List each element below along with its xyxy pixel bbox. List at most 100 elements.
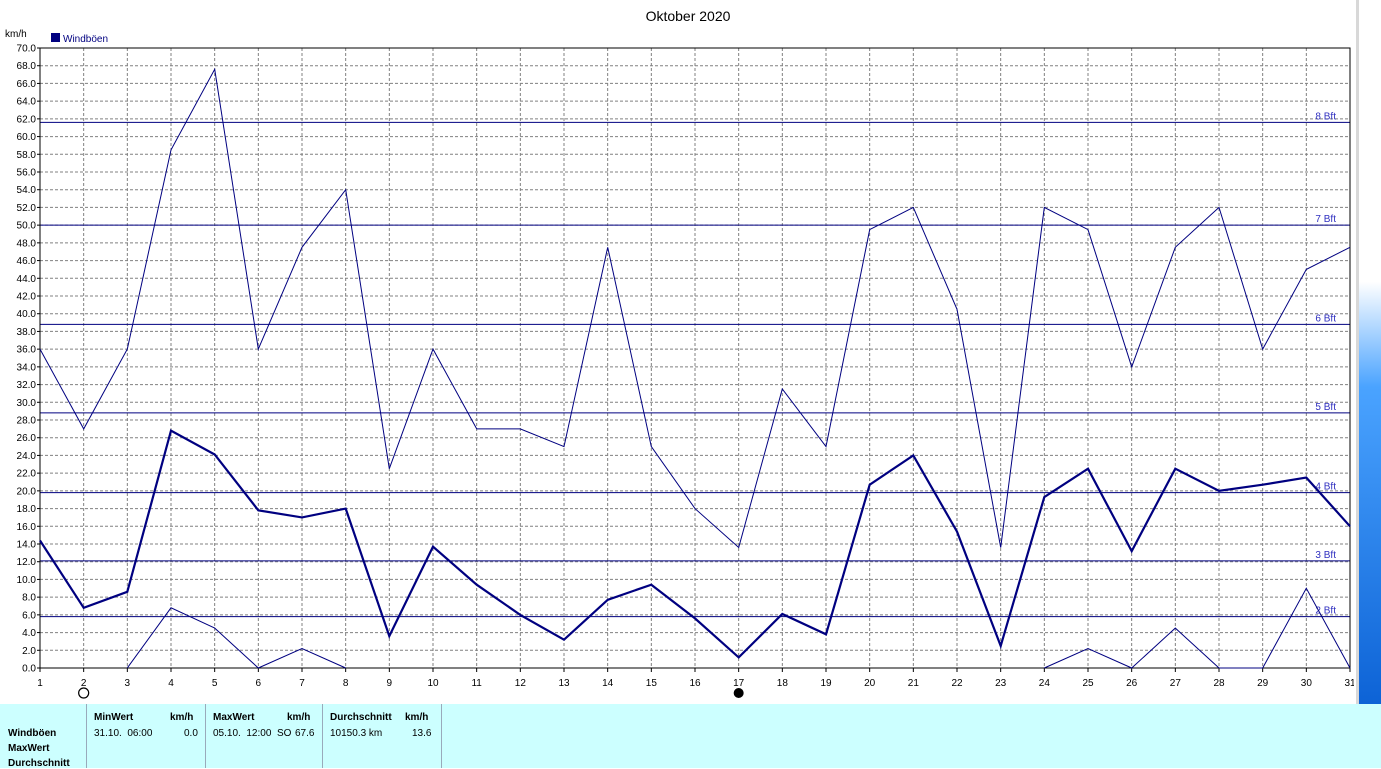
- y-tick-label: 22.0: [17, 469, 37, 480]
- min-when: 31.10. 06:00: [94, 728, 153, 739]
- plot-frame: [39, 47, 1351, 669]
- row-label-windboeen: Windböen: [8, 728, 57, 739]
- x-tick-label: 16: [689, 678, 701, 689]
- series-group: [39, 67, 1351, 669]
- x-tick-label: 30: [1301, 678, 1313, 689]
- legend-swatch: [51, 33, 60, 42]
- x-tick-label: 15: [646, 678, 658, 689]
- avg-header: Durchschnitt: [330, 712, 392, 723]
- x-tick-label: 23: [995, 678, 1007, 689]
- y-tick-label: 26.0: [17, 433, 37, 444]
- max-value: 67.6: [295, 728, 315, 739]
- y-tick-label: 0.0: [22, 664, 36, 675]
- x-tick-label: 22: [951, 678, 963, 689]
- y-tick-label: 10.0: [17, 575, 37, 586]
- x-tick-label: 18: [777, 678, 789, 689]
- y-tick-label: 58.0: [17, 150, 37, 161]
- stats-panel: Windböen MaxWert Durchschnitt MinWert km…: [0, 704, 1381, 769]
- x-tick-label: 31: [1344, 678, 1354, 689]
- series-line-durchschnitt: [39, 428, 1351, 659]
- avg-unit: km/h: [405, 712, 429, 723]
- window-edge: [1356, 0, 1359, 704]
- x-tick-labels: 1 2 3 4 5 6 7 8 9 10 11 12 13 14 15 16 17 18 19 20 21 22 23 24 2…: [37, 678, 1354, 689]
- axes: [37, 47, 1351, 672]
- bft-label: 4 Bft: [1315, 482, 1336, 493]
- beaufort-lines: 2 Bft 3 Bft 4 Bft 5 Bft 6 Bft 7 Bft 8 Bft: [40, 111, 1350, 618]
- y-tick-label: 24.0: [17, 451, 37, 462]
- x-tick-label: 26: [1126, 678, 1138, 689]
- y-tick-label: 42.0: [17, 292, 37, 303]
- y-tick-label: 2.0: [22, 646, 36, 657]
- x-tick-label: 11: [471, 678, 482, 689]
- y-tick-label: 50.0: [17, 221, 37, 232]
- y-tick-label: 56.0: [17, 168, 37, 179]
- avg-distance: 10150.3 km: [330, 728, 383, 739]
- full-moon-icon: [78, 687, 90, 699]
- x-tick-label: 7: [299, 678, 305, 689]
- y-tick-label: 4.0: [22, 628, 36, 639]
- bft-label: 8 Bft: [1315, 111, 1336, 122]
- y-tick-label: 12.0: [17, 557, 37, 568]
- y-tick-label: 60.0: [17, 132, 37, 143]
- row-label-durchschnitt: Durchschnitt: [8, 758, 70, 769]
- y-tick-label: 8.0: [22, 593, 36, 604]
- y-tick-label: 68.0: [17, 61, 37, 72]
- grid: [40, 48, 1350, 668]
- y-tick-labels: 0.0 2.0 4.0 6.0 8.0 10.0 12.0 14.0 16.0 18.0 20.0 2…: [17, 44, 37, 675]
- avg-value: 13.6: [412, 728, 432, 739]
- x-tick-label: 10: [427, 678, 439, 689]
- x-tick-label: 3: [125, 678, 131, 689]
- desktop-background: [1359, 0, 1381, 704]
- y-tick-label: 44.0: [17, 274, 37, 285]
- y-tick-label: 62.0: [17, 114, 37, 125]
- x-tick-label: 29: [1257, 678, 1269, 689]
- new-moon-icon: [733, 688, 744, 698]
- x-tick-label: 1: [37, 678, 43, 689]
- y-tick-label: 66.0: [17, 79, 37, 90]
- y-tick-label: 46.0: [17, 256, 37, 267]
- x-tick-label: 9: [387, 678, 393, 689]
- x-tick-label: 14: [602, 678, 614, 689]
- moon-markers: [78, 687, 744, 699]
- min-unit: km/h: [170, 712, 194, 723]
- series-line-minwert: [126, 607, 346, 669]
- x-tick-label: 21: [908, 678, 920, 689]
- x-tick-label: 27: [1170, 678, 1182, 689]
- y-tick-label: 36.0: [17, 345, 37, 356]
- x-tick-label: 5: [212, 678, 218, 689]
- bft-label: 6 Bft: [1315, 313, 1336, 324]
- y-tick-label: 34.0: [17, 362, 37, 373]
- series-line-maxwert: [39, 67, 1351, 549]
- y-tick-label: 64.0: [17, 97, 37, 108]
- x-tick-label: 20: [864, 678, 876, 689]
- y-tick-label: 30.0: [17, 398, 37, 409]
- y-tick-label: 18.0: [17, 504, 37, 515]
- y-tick-label: 38.0: [17, 327, 37, 338]
- y-tick-label: 6.0: [22, 610, 36, 621]
- x-tick-label: 6: [256, 678, 262, 689]
- stats-min-column: MinWert km/h 31.10. 06:00 0.0: [86, 704, 206, 768]
- y-tick-label: 20.0: [17, 486, 37, 497]
- series-line-minwert: [1044, 587, 1351, 669]
- max-unit: km/h: [287, 712, 311, 723]
- x-tick-label: 17: [733, 678, 745, 689]
- bft-label: 2 Bft: [1315, 606, 1336, 617]
- min-header: MinWert: [94, 712, 134, 723]
- x-tick-label: 4: [168, 678, 174, 689]
- x-tick-label: 24: [1039, 678, 1051, 689]
- y-tick-label: 32.0: [17, 380, 37, 391]
- bft-label: 5 Bft: [1315, 402, 1336, 413]
- bft-label: 7 Bft: [1315, 214, 1336, 225]
- y-tick-label: 54.0: [17, 185, 37, 196]
- max-when: 05.10. 12:00: [213, 728, 272, 739]
- y-tick-label: 48.0: [17, 238, 37, 249]
- y-tick-label: 70.0: [17, 44, 37, 55]
- y-axis-unit: km/h: [5, 29, 27, 40]
- min-value: 0.0: [184, 728, 198, 739]
- y-tick-label: 40.0: [17, 309, 37, 320]
- stats-avg-column: Durchschnitt km/h 10150.3 km 13.6: [323, 704, 442, 768]
- stats-row-labels: Windböen MaxWert Durchschnitt: [0, 704, 87, 769]
- x-tick-label: 13: [558, 678, 570, 689]
- y-tick-label: 28.0: [17, 416, 37, 427]
- y-tick-label: 52.0: [17, 203, 37, 214]
